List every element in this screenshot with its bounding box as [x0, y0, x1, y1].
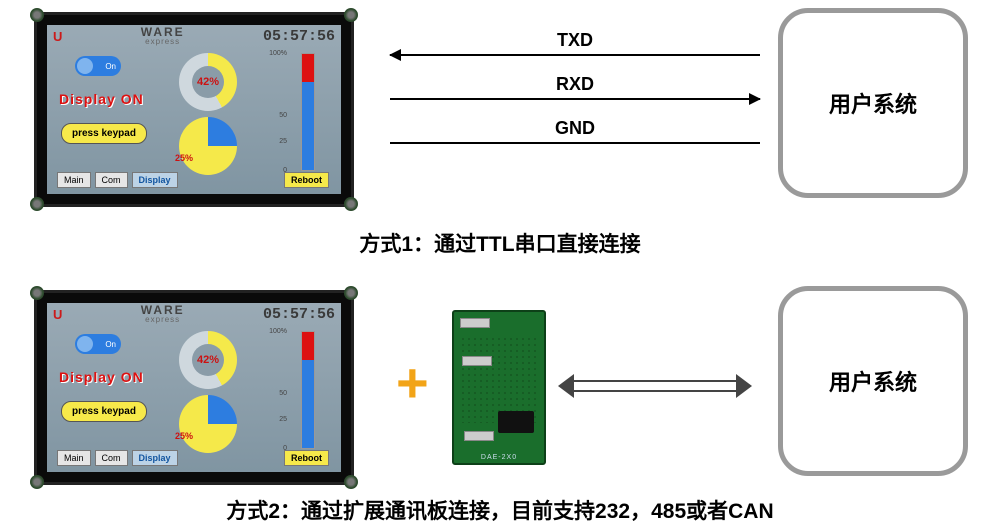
brand-logo: WARE express — [141, 26, 185, 46]
serial-signals: TXD RXD GND — [390, 32, 760, 164]
display-module: U WARE express 05:57:56 On Display ON pr… — [34, 12, 354, 207]
rxd-label: RXD — [390, 74, 760, 95]
press-keypad-button[interactable]: press keypad — [61, 123, 147, 144]
expansion-board: DAE-2X0 — [452, 310, 546, 465]
donut-chart: 42% — [179, 53, 237, 111]
bar-gauge: 100% 50 25 0 — [261, 53, 333, 171]
plus-icon: + — [396, 355, 429, 411]
txd-label: TXD — [390, 30, 760, 51]
lcd-screen-2: U WAREexpress 05:57:56 On Display ON pre… — [47, 303, 341, 472]
display-module-2: U WAREexpress 05:57:56 On Display ON pre… — [34, 290, 354, 485]
clock: 05:57:56 — [263, 28, 335, 45]
display-on-label: Display ON — [59, 91, 144, 107]
u-indicator: U — [53, 29, 62, 44]
lcd-screen: U WARE express 05:57:56 On Display ON pr… — [47, 25, 341, 194]
caption-2: 方式2：通过扩展通讯板连接，目前支持232，485或者CAN — [0, 495, 1000, 525]
on-toggle[interactable]: On — [75, 56, 121, 76]
tab-display[interactable]: Display — [132, 172, 178, 188]
user-system-box-2: 用户系统 — [778, 286, 968, 476]
reboot-button[interactable]: Reboot — [284, 172, 329, 188]
bidirectional-arrow — [566, 380, 744, 394]
user-system-box: 用户系统 — [778, 8, 968, 198]
tab-com[interactable]: Com — [95, 172, 128, 188]
tab-main[interactable]: Main — [57, 172, 91, 188]
pie-chart: 25% — [179, 117, 237, 175]
gnd-label: GND — [390, 118, 760, 139]
caption-1: 方式1：通过TTL串口直接连接 — [0, 228, 1000, 258]
